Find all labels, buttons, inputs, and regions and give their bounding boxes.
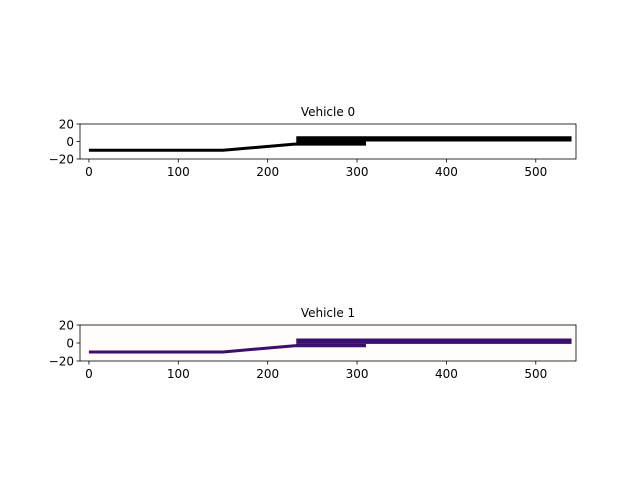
data-band-0 [296, 338, 572, 344]
subplot-title: Vehicle 0 [301, 105, 355, 119]
subplot-title: Vehicle 1 [301, 306, 355, 320]
x-tick-label-500: 500 [524, 367, 547, 381]
y-tick-label--20: −20 [49, 152, 74, 166]
y-tick-label--20: −20 [49, 354, 74, 368]
x-tick-label-400: 400 [435, 367, 458, 381]
subplot-0: 0 100 200 300 400 500 −20 0 20 Vehicle 0 [49, 105, 577, 179]
x-tick-label-400: 400 [435, 165, 458, 179]
x-tick-label-200: 200 [256, 367, 279, 381]
series-line-0 [88, 142, 366, 152]
x-tick-label-100: 100 [167, 367, 190, 381]
x-tick-label-100: 100 [167, 165, 190, 179]
x-tick-label-500: 500 [524, 165, 547, 179]
series-line-0 [88, 344, 366, 354]
y-tick-label-20: 20 [59, 318, 74, 332]
y-tick-label-20: 20 [59, 117, 74, 131]
data-band-0 [296, 136, 572, 142]
subplot-1: 0 100 200 300 400 500 −20 0 20 Vehicle 1 [49, 306, 577, 381]
x-tick-label-0: 0 [85, 165, 93, 179]
y-tick-label-0: 0 [66, 135, 74, 149]
x-tick-label-300: 300 [346, 367, 369, 381]
x-tick-label-200: 200 [256, 165, 279, 179]
y-tick-label-0: 0 [66, 336, 74, 350]
x-tick-label-300: 300 [346, 165, 369, 179]
x-tick-label-0: 0 [85, 367, 93, 381]
